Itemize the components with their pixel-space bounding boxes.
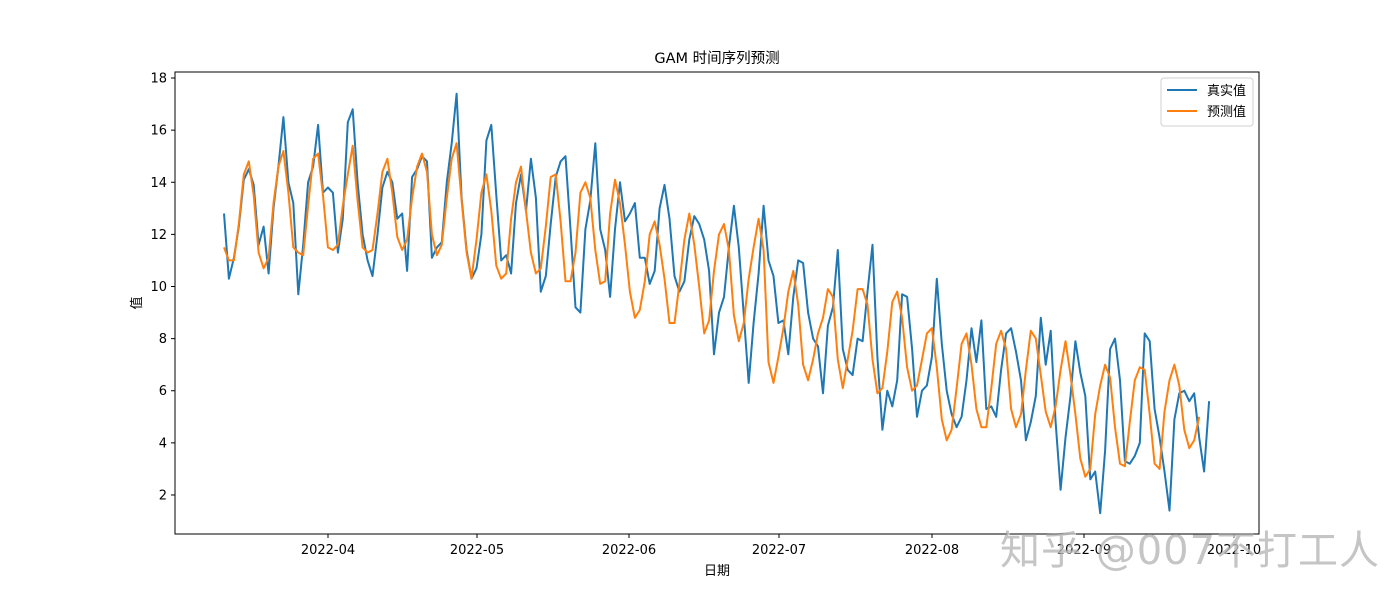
plot-frame bbox=[174, 71, 1260, 535]
series-line-predicted bbox=[223, 142, 1201, 478]
y-axis-label: 值 bbox=[129, 296, 145, 309]
legend: 真实值 预测值 bbox=[1160, 77, 1254, 127]
x-axis: 2022-04 2022-05 2022-06 2022-07 2022-08 2022-… bbox=[301, 534, 1261, 558]
x-tick-label: 2022-04 bbox=[301, 543, 355, 558]
y-tick-label: 4 bbox=[159, 436, 167, 451]
series-layer bbox=[223, 92, 1211, 515]
plot-area bbox=[174, 71, 1260, 535]
y-tick-label: 16 bbox=[150, 124, 167, 139]
x-tick-label: 2022-07 bbox=[752, 543, 806, 558]
legend-label-predicted: 预测值 bbox=[1207, 104, 1246, 120]
x-tick-label: 2022-09 bbox=[1057, 543, 1111, 558]
x-axis-label: 日期 bbox=[704, 564, 730, 579]
series-line-actual bbox=[223, 92, 1211, 515]
y-tick-label: 12 bbox=[150, 228, 167, 243]
watermark: 知乎 @007不打工人 bbox=[1000, 528, 1381, 574]
y-tick-label: 6 bbox=[159, 384, 167, 399]
x-tick-label: 2022-05 bbox=[450, 543, 504, 558]
y-axis: 2 4 6 8 10 12 14 16 18 bbox=[150, 72, 175, 503]
plot-background bbox=[175, 72, 1259, 534]
y-tick-label: 2 bbox=[159, 488, 167, 503]
x-tick-label: 2022-08 bbox=[905, 543, 959, 558]
y-tick-label: 14 bbox=[150, 176, 167, 191]
legend-label-actual: 真实值 bbox=[1207, 83, 1246, 99]
x-tick-label: 2022-06 bbox=[602, 543, 656, 558]
y-tick-label: 10 bbox=[150, 280, 167, 295]
y-tick-label: 18 bbox=[150, 72, 167, 87]
y-tick-label: 8 bbox=[159, 332, 167, 347]
chart-title: GAM 时间序列预测 bbox=[654, 50, 779, 67]
x-tick-label: 2022-10 bbox=[1207, 543, 1261, 558]
